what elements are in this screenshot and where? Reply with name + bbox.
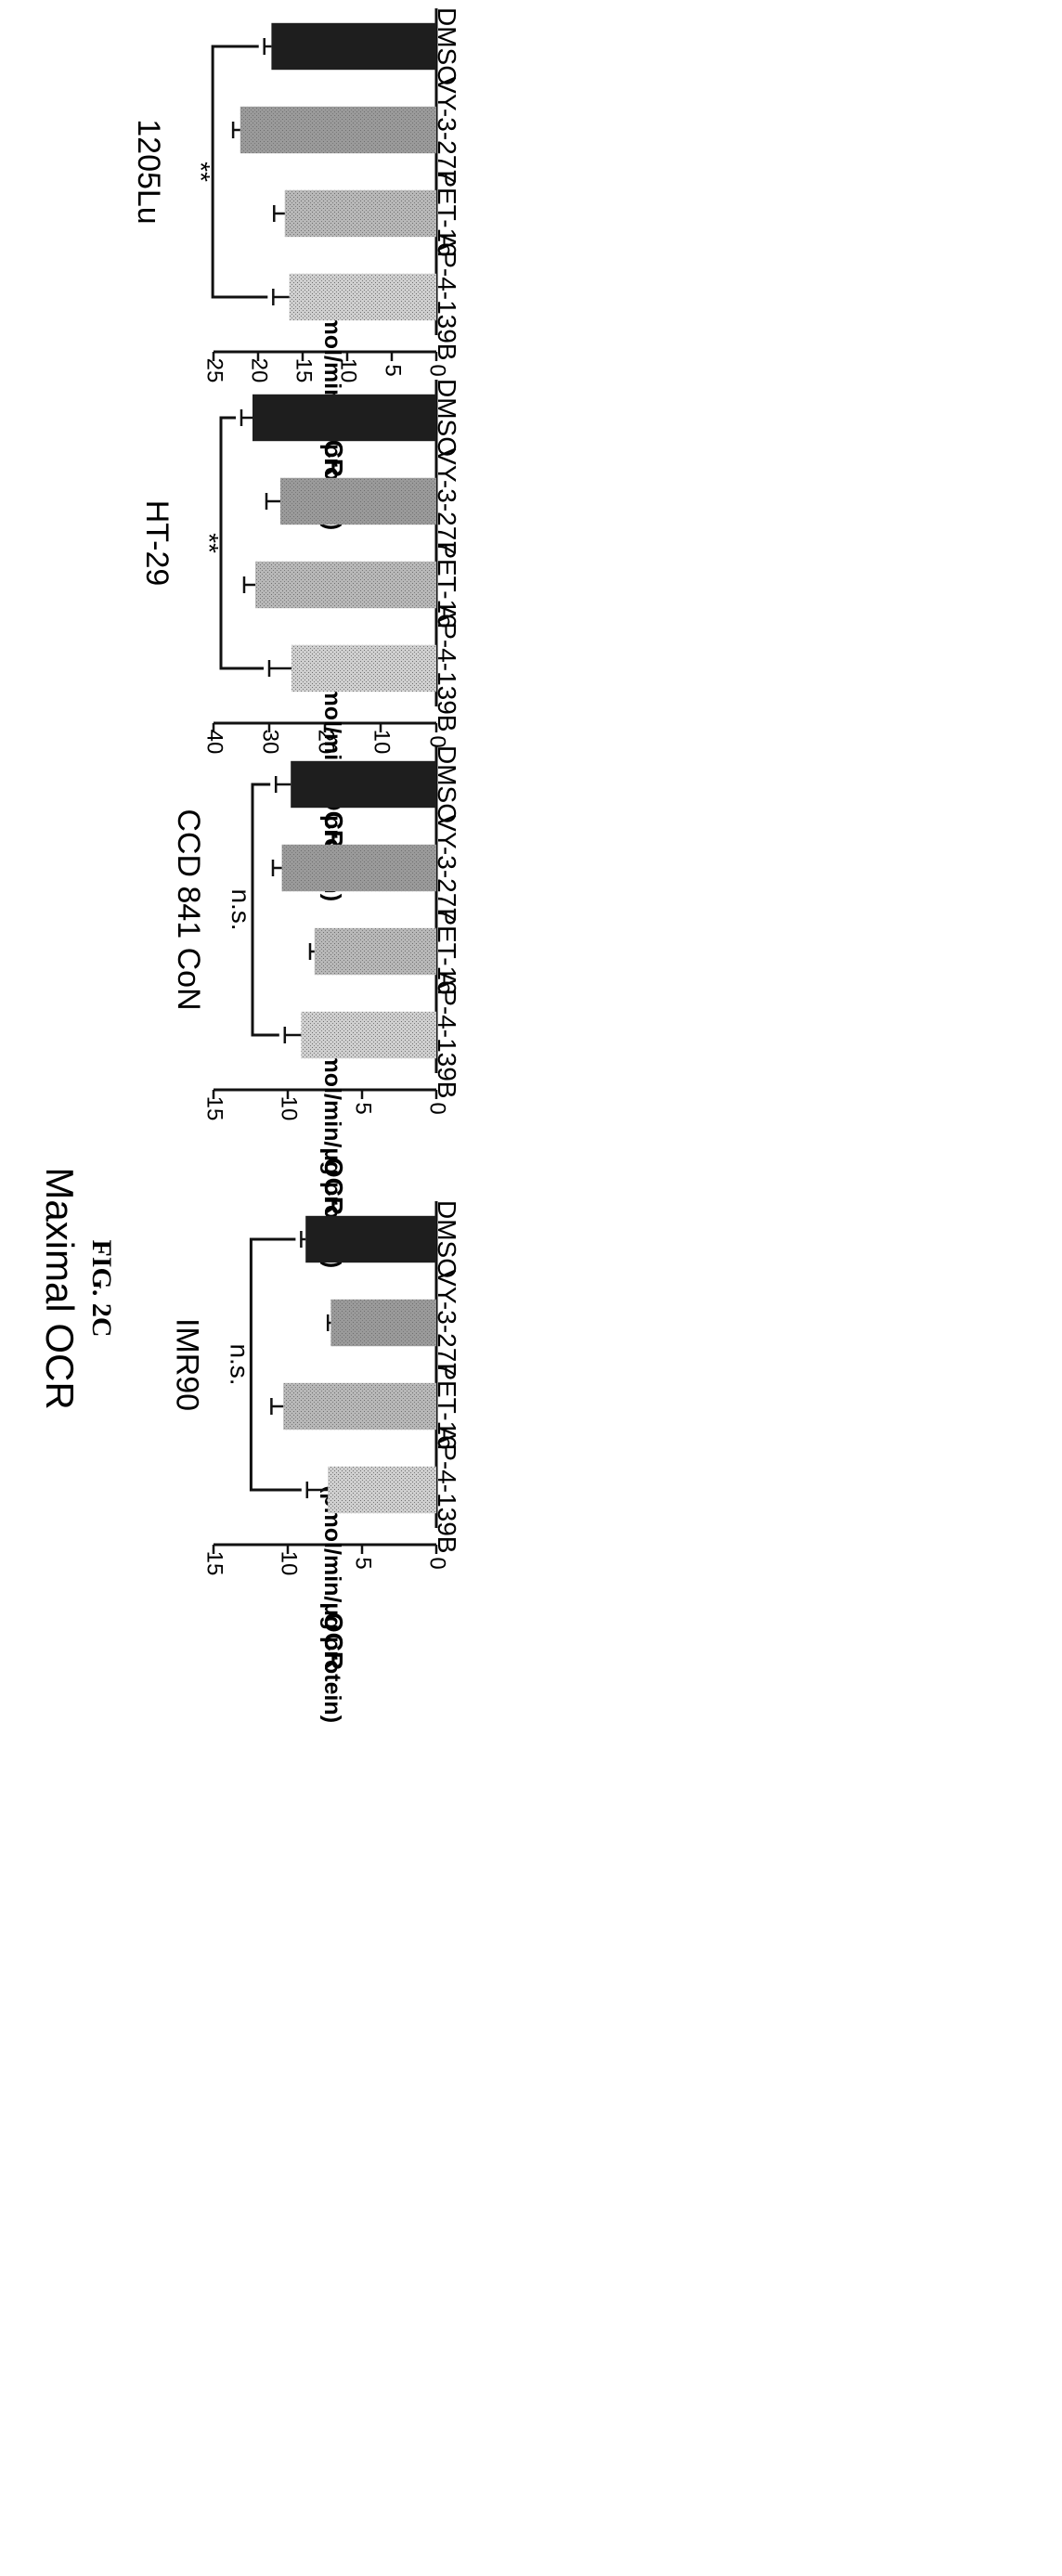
category-label-vy-3-277: VY-3-277 bbox=[433, 447, 461, 555]
significance-label: ** bbox=[187, 162, 215, 182]
y-tick-label: 10 bbox=[277, 1551, 302, 1576]
category-label-pet-16: PET-16 bbox=[433, 908, 461, 994]
y-tick-label: 15 bbox=[202, 1551, 227, 1576]
category-label-vy-3-277: VY-3-277 bbox=[433, 76, 461, 184]
y-axis-label: OCR bbox=[319, 1158, 348, 1215]
category-label-ap-4-139b: AP-4-139B bbox=[433, 1427, 461, 1554]
bar-dmso bbox=[291, 760, 436, 809]
significance-bracket bbox=[249, 1237, 302, 1492]
bar-ap-4-139b bbox=[291, 644, 436, 693]
y-tick-label: 5 bbox=[351, 1102, 376, 1114]
category-label-vy-3-277: VY-3-277 bbox=[433, 814, 461, 922]
bar-vy-3-277 bbox=[281, 844, 436, 892]
figure-label: FIG. 2C bbox=[86, 1240, 117, 1338]
y-tick-label: 15 bbox=[291, 358, 317, 383]
bar-ap-4-139b bbox=[328, 1466, 436, 1514]
significance-label: n.s. bbox=[225, 1343, 253, 1385]
bar-pet-16 bbox=[284, 189, 436, 238]
chart-title: IMR90 bbox=[169, 1318, 204, 1411]
y-tick-label: 5 bbox=[381, 364, 406, 376]
significance-label: ** bbox=[195, 533, 224, 553]
category-label-dmso: DMSO bbox=[433, 379, 461, 457]
chart-title: CCD 841 CoN bbox=[171, 809, 206, 1010]
bar-pet-16 bbox=[283, 1382, 436, 1430]
chart-title: HT-29 bbox=[139, 500, 175, 587]
bar-pet-16 bbox=[255, 561, 436, 609]
bar-dmso bbox=[253, 394, 436, 442]
bar-pet-16 bbox=[314, 927, 436, 976]
category-label-pet-16: PET-16 bbox=[433, 1363, 461, 1449]
category-label-dmso: DMSO bbox=[433, 1200, 461, 1278]
y-tick-label: 30 bbox=[258, 730, 283, 755]
category-label-ap-4-139b: AP-4-139B bbox=[433, 234, 461, 361]
bar-dmso bbox=[271, 22, 436, 71]
y-tick-label: 20 bbox=[314, 730, 339, 755]
category-label-ap-4-139b: AP-4-139B bbox=[433, 605, 461, 732]
y-axis-units-label: (pmol/min/µg protein) bbox=[319, 1485, 345, 1723]
bar-vy-3-277 bbox=[330, 1299, 436, 1347]
category-label-pet-16: PET-16 bbox=[433, 170, 461, 256]
bar-vy-3-277 bbox=[280, 477, 436, 525]
bar-vy-3-277 bbox=[240, 106, 436, 154]
bar-ap-4-139b bbox=[301, 1011, 436, 1059]
y-tick-label: 0 bbox=[425, 364, 450, 376]
y-tick-label: 10 bbox=[369, 730, 395, 755]
bar-dmso bbox=[305, 1215, 436, 1263]
y-tick-label: 15 bbox=[202, 1096, 227, 1121]
category-label-ap-4-139b: AP-4-139B bbox=[433, 972, 461, 1099]
bar-ap-4-139b bbox=[289, 273, 436, 321]
figure-header: FIG. 2C Maximal OCR bbox=[38, 1167, 117, 1409]
category-label-dmso: DMSO bbox=[433, 745, 461, 823]
category-label-dmso: DMSO bbox=[433, 7, 461, 85]
significance-bracket bbox=[251, 783, 279, 1037]
chart-title: 1205Lu bbox=[131, 119, 166, 224]
y-axis-label: OCR bbox=[319, 1612, 348, 1670]
significance-bracket bbox=[211, 45, 268, 299]
category-label-vy-3-277: VY-3-277 bbox=[433, 1269, 461, 1377]
figure-title: Maximal OCR bbox=[38, 1167, 82, 1409]
y-tick-label: 0 bbox=[425, 1557, 450, 1569]
y-tick-label: 10 bbox=[336, 358, 361, 383]
y-tick-label: 40 bbox=[202, 730, 227, 755]
y-tick-label: 0 bbox=[425, 735, 450, 747]
y-tick-label: 10 bbox=[277, 1096, 302, 1121]
y-tick-label: 25 bbox=[202, 358, 227, 383]
chart-panel-imr90: 0 5 10 15 OCR(pmol/min/µg protein) DMSOVY-3-2… bbox=[169, 1200, 461, 1723]
significance-label: n.s. bbox=[227, 888, 255, 930]
y-tick-label: 20 bbox=[247, 358, 272, 383]
significance-bracket bbox=[219, 416, 264, 670]
y-tick-label: 5 bbox=[351, 1557, 376, 1569]
category-label-pet-16: PET-16 bbox=[433, 541, 461, 628]
y-tick-label: 0 bbox=[425, 1102, 450, 1114]
